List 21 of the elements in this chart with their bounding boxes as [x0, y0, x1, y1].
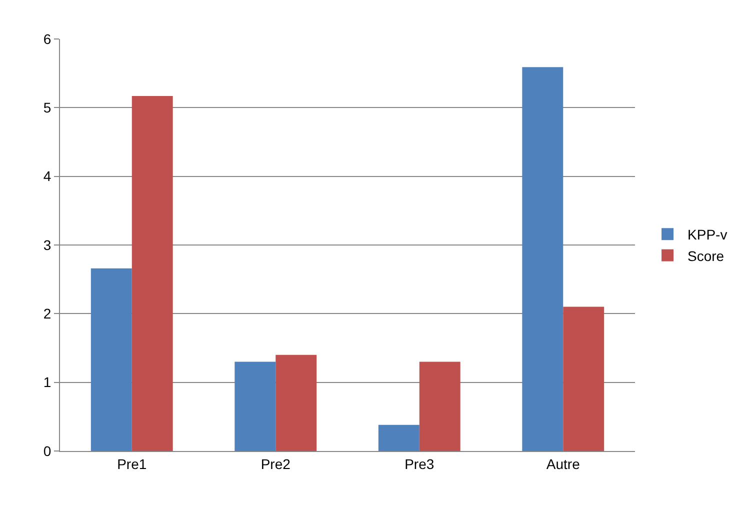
y-tick-label: 6 [43, 30, 52, 47]
bar [276, 354, 317, 451]
x-tick-label: Pre3 [404, 456, 434, 472]
y-tick-label: 2 [43, 306, 52, 322]
y-tick-label: 4 [43, 168, 52, 184]
bar [563, 306, 604, 451]
legend-label: KPP-v [688, 226, 728, 243]
y-tick-label: 5 [43, 100, 52, 116]
bar [90, 268, 132, 451]
y-tick-label: 0 [43, 442, 52, 459]
bar [132, 96, 173, 451]
x-tick-label: Pre1 [117, 456, 147, 472]
bar [522, 67, 564, 451]
y-tick-label: 3 [43, 236, 52, 253]
y-tick-label: 1 [43, 374, 52, 390]
bar [234, 362, 276, 451]
bar [378, 424, 420, 451]
x-tick-label: Autre [546, 456, 580, 472]
legend-label: Score [688, 248, 724, 264]
bar [419, 362, 460, 451]
x-tick-label: Pre2 [260, 456, 291, 472]
